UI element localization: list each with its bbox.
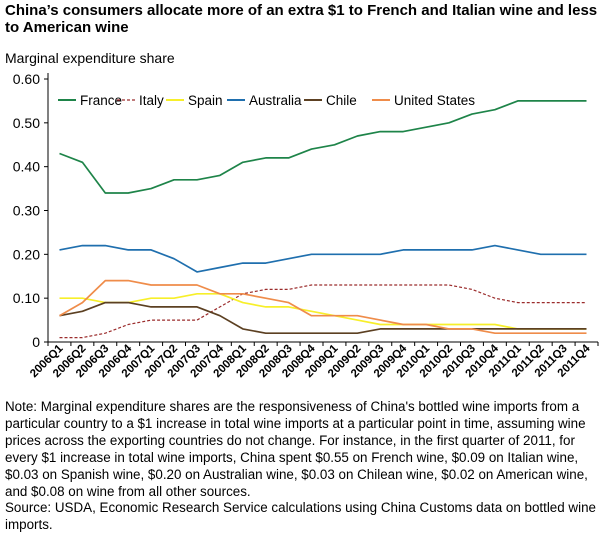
legend-label: France: [80, 93, 122, 108]
y-axis-label: Marginal expenditure share: [5, 50, 175, 66]
y-tick-label: 0.30: [13, 203, 40, 219]
chart-title: China’s consumers allocate more of an ex…: [5, 2, 598, 36]
legend-label: Spain: [188, 93, 223, 108]
y-tick-label: 0.40: [13, 159, 40, 175]
y-tick-label: 0.10: [13, 290, 40, 306]
series-line-chile: [59, 301, 587, 335]
y-tick-label: 0.50: [13, 115, 40, 131]
legend-label: Australia: [249, 93, 302, 108]
chart-note: Note: Marginal expenditure shares are th…: [5, 399, 588, 499]
legend-label: United States: [394, 93, 475, 108]
legend: France Italy Spain Australia Chile United Sta…: [58, 93, 475, 108]
legend-label: Chile: [326, 93, 357, 108]
y-tick-label: 0.20: [13, 246, 40, 262]
series-line-spain: [59, 292, 587, 330]
line-chart: 00.100.200.300.400.500.602006Q12006Q2200…: [13, 71, 599, 380]
series-line-italy: [59, 284, 587, 339]
y-tick-label: 0: [32, 334, 40, 350]
series-line-united-states: [59, 279, 587, 335]
y-tick-label: 0.60: [13, 71, 40, 87]
chart-source: Source: USDA, Economic Research Service …: [5, 500, 596, 532]
series-lines: [59, 100, 587, 339]
series-line-australia: [59, 244, 587, 273]
legend-label: Italy: [139, 93, 164, 108]
series-line-france: [59, 100, 587, 194]
